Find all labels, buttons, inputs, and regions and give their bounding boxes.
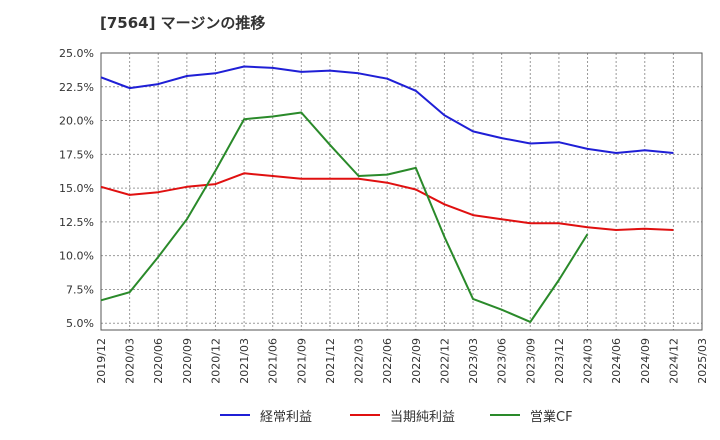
series-line-1 xyxy=(100,65,674,154)
y-tick-label: 20.0% xyxy=(59,115,94,128)
x-tick-label: 2019/12 xyxy=(95,338,108,384)
y-tick-label: 22.5% xyxy=(59,81,94,94)
x-tick-label: 2020/06 xyxy=(152,338,165,384)
y-tick-label: 10.0% xyxy=(59,250,94,263)
chart-title: [7564] マージンの推移 xyxy=(100,14,266,32)
x-tick-label: 2021/03 xyxy=(238,338,251,384)
x-tick-label: 2024/03 xyxy=(582,338,595,384)
y-tick-label: 12.5% xyxy=(59,216,94,229)
x-tick-label: 2023/09 xyxy=(524,338,537,384)
y-tick-label: 7.5% xyxy=(66,283,94,296)
legend-swatch xyxy=(490,414,520,416)
legend-swatch xyxy=(220,414,250,416)
x-tick-label: 2020/03 xyxy=(124,338,137,384)
x-tick-label: 2023/12 xyxy=(553,338,566,384)
x-tick-label: 2022/09 xyxy=(410,338,423,384)
series-line-2 xyxy=(100,172,674,231)
x-tick-label: 2022/03 xyxy=(353,338,366,384)
series-line-3 xyxy=(100,111,589,323)
chart-legend: 経常利益 当期純利益 営業CF xyxy=(0,404,720,428)
x-tick-label: 2025/03 xyxy=(696,338,709,384)
y-tick-label: 17.5% xyxy=(59,148,94,161)
x-tick-label: 2020/09 xyxy=(181,338,194,384)
x-tick-label: 2020/12 xyxy=(209,338,222,384)
plot-frame xyxy=(100,52,703,331)
x-tick-label: 2022/06 xyxy=(381,338,394,384)
y-tick-label: 25.0% xyxy=(59,47,94,60)
legend-label: 経常利益 xyxy=(260,409,313,425)
x-tick-label: 2024/09 xyxy=(639,338,652,384)
x-tick-label: 2023/06 xyxy=(496,338,509,384)
x-tick-label: 2021/09 xyxy=(295,338,308,384)
legend-label: 営業CF xyxy=(530,409,573,425)
legend-item: 当期純利益 xyxy=(350,404,455,426)
line-chart: 5.0% 7.5% 10.0% 12.5% 15.0% 17.5% 20.0% 22.5% 25… xyxy=(59,47,709,384)
x-tick-label: 2023/03 xyxy=(467,338,480,384)
y-tick-label: 15.0% xyxy=(59,182,94,195)
x-tick-label: 2022/12 xyxy=(438,338,451,384)
legend-item: 営業CF xyxy=(490,404,573,426)
legend-swatch xyxy=(350,414,380,416)
y-tick-label: 5.0% xyxy=(66,317,94,330)
x-tick-label: 2021/12 xyxy=(324,338,337,384)
x-tick-label: 2024/12 xyxy=(667,338,680,384)
legend-label: 当期純利益 xyxy=(390,409,456,425)
x-tick-label: 2024/06 xyxy=(610,338,623,384)
legend-item: 経常利益 xyxy=(220,404,312,426)
x-tick-label: 2021/06 xyxy=(267,338,280,384)
